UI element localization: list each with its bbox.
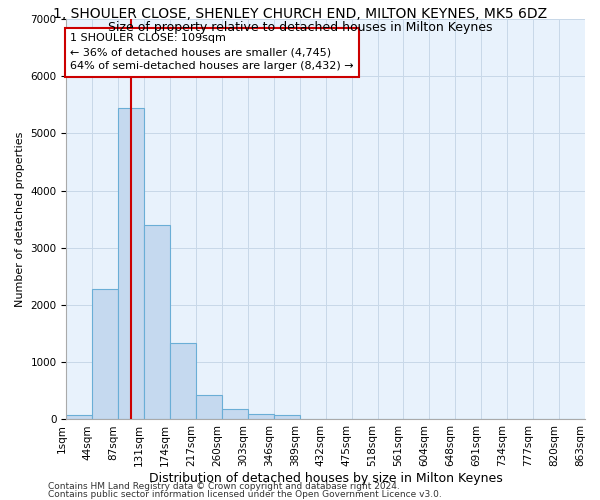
X-axis label: Distribution of detached houses by size in Milton Keynes: Distribution of detached houses by size … [149, 472, 503, 485]
Bar [196, 395, 222, 419]
Text: 1, SHOULER CLOSE, SHENLEY CHURCH END, MILTON KEYNES, MK5 6DZ: 1, SHOULER CLOSE, SHENLEY CHURCH END, MI… [53, 8, 547, 22]
Bar [274, 415, 300, 420]
Text: Contains HM Land Registry data © Crown copyright and database right 2024.: Contains HM Land Registry data © Crown c… [48, 482, 400, 491]
Y-axis label: Number of detached properties: Number of detached properties [15, 132, 25, 307]
Bar [222, 409, 248, 420]
Bar [67, 415, 92, 420]
Text: Contains public sector information licensed under the Open Government Licence v3: Contains public sector information licen… [48, 490, 442, 499]
Text: Size of property relative to detached houses in Milton Keynes: Size of property relative to detached ho… [108, 21, 492, 34]
Bar [170, 343, 196, 419]
Text: 1 SHOULER CLOSE: 109sqm
← 36% of detached houses are smaller (4,745)
64% of semi: 1 SHOULER CLOSE: 109sqm ← 36% of detache… [70, 34, 354, 72]
Bar [118, 108, 144, 420]
Bar [144, 225, 170, 420]
Bar [92, 289, 118, 420]
Bar [248, 414, 274, 420]
